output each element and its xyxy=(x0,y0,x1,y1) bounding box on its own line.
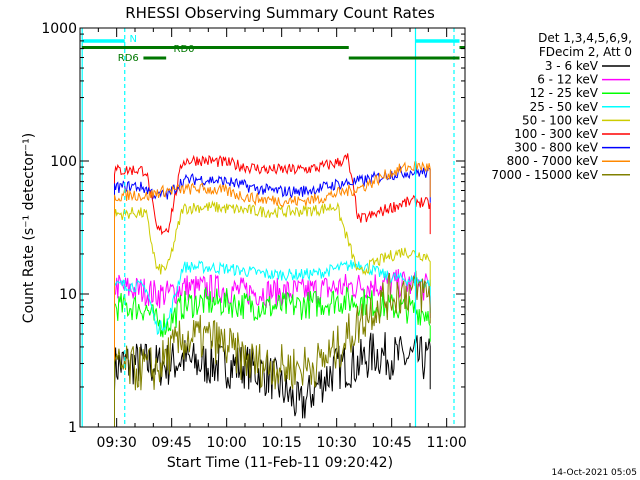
legend-entry-label: 100 - 300 keV xyxy=(514,127,598,141)
legend-entry-label: 800 - 7000 keV xyxy=(507,154,599,168)
legend-entry-label: 300 - 800 keV xyxy=(514,141,598,155)
legend-entry-label: 3 - 6 keV xyxy=(545,59,599,73)
footer-timestamp: 14-Oct-2021 05:05 xyxy=(552,468,637,478)
legend: Det 1,3,4,5,6,9, FDecim 2, Att 0 3 - 6 k… xyxy=(491,31,632,182)
y-tick-label: 100 xyxy=(50,154,77,170)
series-line xyxy=(114,153,431,427)
series-line xyxy=(114,268,431,427)
series-line xyxy=(114,200,431,427)
series-line xyxy=(114,286,431,427)
chart-title: RHESSI Observing Summary Count Rates xyxy=(125,4,435,22)
legend-entry-label: 50 - 100 keV xyxy=(522,113,599,127)
plot-frame xyxy=(79,27,466,428)
legend-entry-label: 12 - 25 keV xyxy=(530,86,599,100)
x-tick-label: 10:45 xyxy=(371,435,411,451)
x-tick-label: 09:45 xyxy=(151,435,191,451)
legend-header-2: FDecim 2, Att 0 xyxy=(539,45,632,59)
legend-entry-label: 25 - 50 keV xyxy=(530,100,599,114)
x-tick-label: 10:00 xyxy=(206,435,246,451)
y-tick-label: 1 xyxy=(68,420,77,436)
series-line xyxy=(114,270,431,427)
x-axis-label: Start Time (11-Feb-11 09:20:42) xyxy=(167,455,393,471)
x-tick-label: 10:30 xyxy=(316,435,356,451)
y-tick-label: 1000 xyxy=(41,21,77,37)
series-line xyxy=(114,332,431,427)
x-tick-label: 11:00 xyxy=(426,435,466,451)
flag-label-n: N xyxy=(130,34,137,45)
legend-header-1: Det 1,3,4,5,6,9, xyxy=(538,31,632,45)
x-tick-label: 09:30 xyxy=(96,435,136,451)
series-line xyxy=(114,259,431,427)
y-tick-label: 10 xyxy=(59,287,77,303)
x-tick-label: 10:15 xyxy=(261,435,301,451)
y-axis-label: Count Rate (s⁻¹ detector⁻¹) xyxy=(21,133,37,323)
flag-label-rd6: RD6 xyxy=(118,53,139,64)
series-line xyxy=(114,161,431,427)
axis-layer: 09:30 09:45 10:00 10:15 10:30 10:45 11:00 1 10 10… xyxy=(41,21,466,451)
flag-label-rd0: RD0 xyxy=(174,44,195,55)
series-layer xyxy=(114,153,431,427)
legend-entry-label: 6 - 12 keV xyxy=(537,73,599,87)
flag-layer: N RD0 RD6 xyxy=(81,28,465,427)
legend-entry-label: 7000 - 15000 keV xyxy=(491,168,598,182)
